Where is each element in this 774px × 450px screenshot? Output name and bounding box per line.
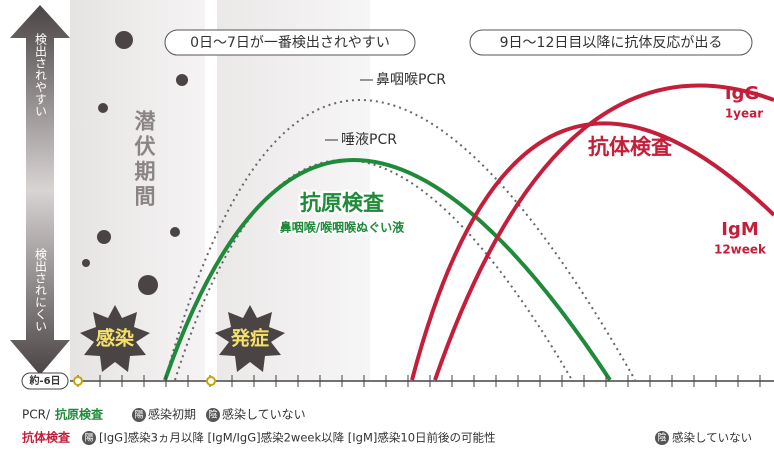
circle: [170, 227, 180, 237]
band: [70, 0, 205, 380]
latent: 潜伏期間: [132, 110, 156, 210]
banner-text: 9日〜12日目以降に抗体反応が出る: [500, 35, 723, 51]
pos-label: 陽: [84, 433, 93, 444]
igg-label: IgG: [725, 83, 759, 104]
antigen-curve: [163, 158, 612, 382]
marker: [206, 376, 216, 386]
axis-start: 約-6日: [28, 374, 60, 387]
pos-icon: [132, 408, 146, 422]
circle: [97, 230, 111, 244]
circle: [115, 31, 133, 49]
antigen-label: 抗原検査: [300, 191, 384, 215]
banner: [164, 29, 416, 56]
neg-icon: [206, 408, 220, 422]
neg-label: 陰: [208, 410, 217, 421]
legend-text: [IgG]感染3ヵ月以降 [IgM/IgG]感染2week以降 [IgM]感染1…: [99, 431, 496, 445]
igm-label: IgM: [721, 219, 759, 240]
side-bottom: 検出されにくい: [34, 248, 48, 332]
legend-text: 感染していない: [222, 407, 306, 422]
side-top: 検出されやすい: [34, 33, 48, 117]
nasal-pcr-curve: [164, 99, 636, 381]
igm-curve: [410, 121, 774, 381]
igg-sub: 1year: [725, 107, 763, 121]
banner-text: 0日〜7日が一番検出されやすい: [190, 35, 390, 51]
viruses: [82, 31, 188, 295]
legend-name: 抗体検査: [22, 430, 71, 445]
badge-shape: [215, 305, 285, 372]
neg-icon: [655, 431, 669, 445]
circle: [176, 74, 188, 86]
legend-prefix: PCR/: [22, 408, 51, 422]
legend-text: 感染していない: [672, 431, 752, 445]
antigen-sub: 鼻咽喉/喉咽喉ぬぐい液: [280, 220, 405, 235]
circle: [82, 259, 90, 267]
igm-sub: 12week: [714, 243, 767, 257]
neg-label: 陰: [657, 433, 666, 444]
side-arrow: [10, 5, 70, 375]
legend-text: 感染初期: [148, 407, 196, 422]
circle: [98, 103, 108, 113]
band: [217, 0, 370, 380]
badge-shape: [80, 305, 150, 372]
nasal-pcr-label: 鼻咽喉PCR: [376, 71, 446, 88]
saliva-pcr-label: 唾液PCR: [341, 132, 397, 148]
igg-curve: [433, 83, 774, 381]
badge-text: 発症: [230, 327, 269, 350]
antibody-label: 抗体検査: [588, 135, 672, 159]
circle: [138, 275, 158, 295]
marker: [73, 376, 83, 386]
badge-text: 感染: [96, 327, 134, 350]
legend: PCR/ 抗原検査 陽 感染初期 陰 感染していない 抗体検査 陽 [IgG]感…: [22, 407, 752, 445]
pos-icon: [82, 431, 96, 445]
banner: [469, 29, 753, 56]
axis-pill: [21, 372, 69, 390]
pos-label: 陽: [134, 410, 143, 421]
legend-name: 抗原検査: [55, 407, 104, 422]
